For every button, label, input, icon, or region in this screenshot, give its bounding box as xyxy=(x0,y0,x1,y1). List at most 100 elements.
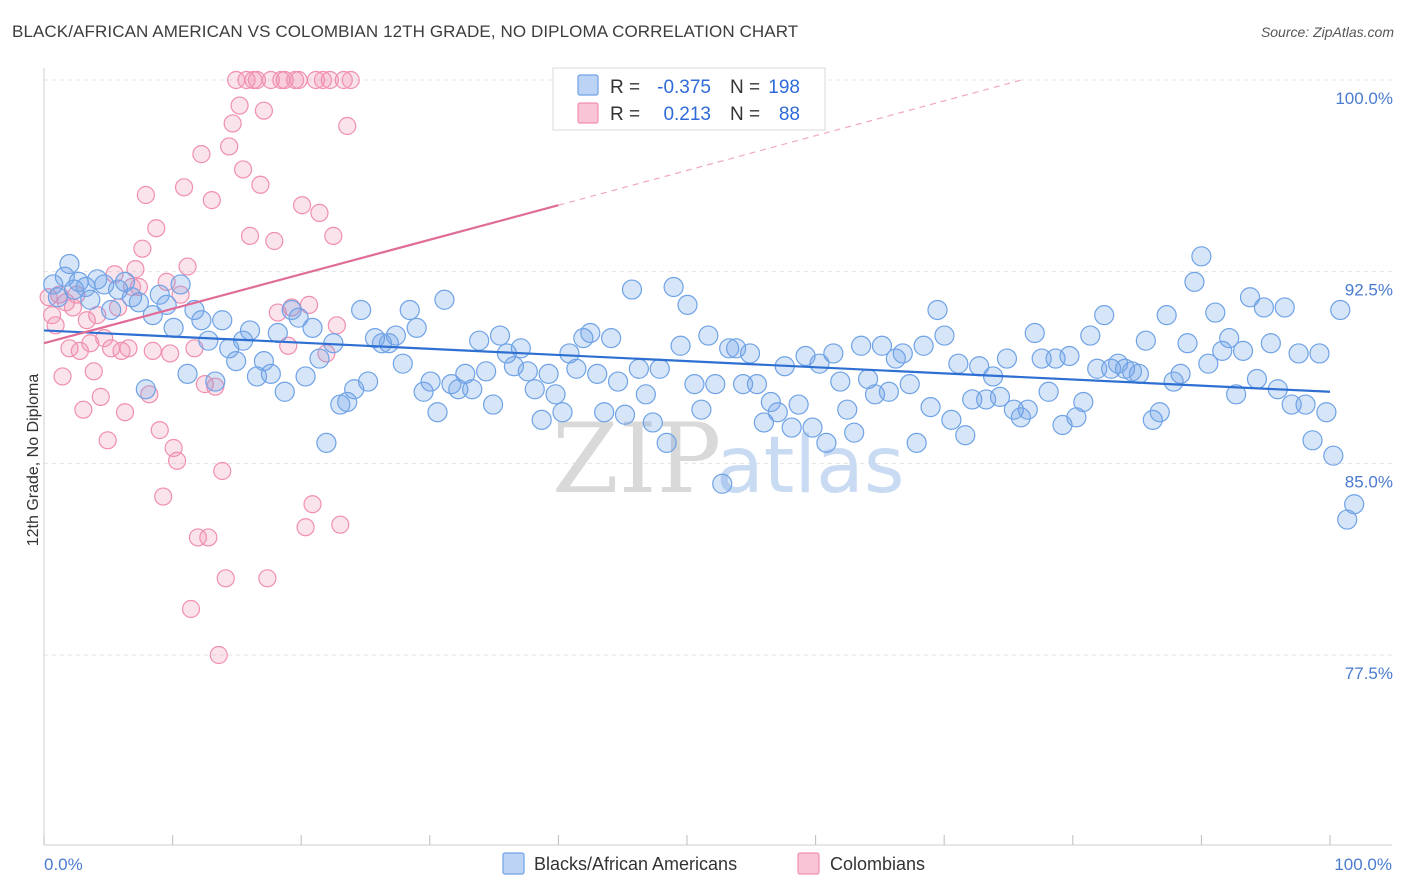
colombians-point-78 xyxy=(310,203,329,222)
blacks-point-182 xyxy=(1295,394,1316,415)
blacks-point-145 xyxy=(1038,381,1059,402)
colombians-point-12 xyxy=(81,334,100,353)
colombians-point-56 xyxy=(233,160,253,179)
blacks-point-133 xyxy=(955,425,976,446)
blacks-point-184 xyxy=(1309,343,1330,364)
colombians-point-41 xyxy=(181,599,201,619)
blacks-point-126 xyxy=(906,432,927,453)
blacks-point-121 xyxy=(871,335,893,356)
blacks-point-20 xyxy=(170,274,191,295)
blacks-point-7 xyxy=(80,289,101,310)
y-tick-label-3: 100.0% xyxy=(1335,89,1393,108)
colombians-point-81 xyxy=(320,70,339,90)
blacks-point-164 xyxy=(1170,363,1191,384)
blacks-point-19 xyxy=(163,317,184,338)
blacks-point-51 xyxy=(385,325,406,346)
blacks-point-92 xyxy=(670,335,691,356)
blacks-point-175 xyxy=(1246,368,1268,390)
blacks-point-152 xyxy=(1087,358,1108,379)
blacks-point-79 xyxy=(580,322,601,344)
blacks-point-111 xyxy=(802,417,823,438)
bottom-legend: Blacks/African Americans Colombians xyxy=(502,852,925,875)
colombians-point-13 xyxy=(84,362,103,381)
colombians-point-35 xyxy=(161,344,180,363)
colombians-trend-extension xyxy=(558,79,1022,206)
colombians-point-82 xyxy=(324,226,343,245)
blacks-point-173 xyxy=(1232,340,1254,361)
colombians-point-21 xyxy=(112,341,131,360)
blacks-point-84 xyxy=(614,404,636,425)
colombians-point-28 xyxy=(136,185,155,205)
blacks-point-70 xyxy=(517,361,538,382)
blacks-point-0 xyxy=(43,274,64,295)
blacks-point-59 xyxy=(441,374,462,395)
bottom-legend-swatch-colombians xyxy=(797,852,820,875)
blacks-point-24 xyxy=(198,330,219,351)
blacks-point-167 xyxy=(1191,246,1212,267)
colombians-point-51 xyxy=(216,569,235,588)
blacks-point-162 xyxy=(1156,305,1177,326)
blacks-point-174 xyxy=(1239,287,1261,308)
blacks-point-41 xyxy=(316,432,337,453)
legend-swatch-blacks xyxy=(577,74,599,96)
blacks-point-66 xyxy=(489,325,511,346)
x-ticks xyxy=(43,835,1331,845)
blacks-point-151 xyxy=(1080,325,1101,346)
colombians-point-32 xyxy=(150,421,169,440)
colombians-point-84 xyxy=(331,515,350,534)
blacks-point-8 xyxy=(87,269,108,290)
blacks-point-104 xyxy=(753,412,775,433)
blacks-point-75 xyxy=(552,402,573,423)
colombians-point-55 xyxy=(230,96,249,115)
legend-box: R = -0.375 N = 198 R = 0.213 N = 88 xyxy=(552,67,826,131)
blacks-point-161 xyxy=(1149,402,1170,423)
blacks-point-77 xyxy=(566,358,587,379)
blacks-point-91 xyxy=(663,276,684,298)
legend-n-label-colombians: N = xyxy=(730,104,760,125)
colombians-point-58 xyxy=(240,226,260,245)
blacks-point-127 xyxy=(913,335,934,356)
y-tick-label-1: 85.0% xyxy=(1345,472,1393,491)
blacks-point-74 xyxy=(545,384,566,405)
blacks-point-128 xyxy=(920,397,941,418)
legend-n-value-colombians: 88 xyxy=(779,104,800,125)
blacks-point-86 xyxy=(628,358,650,379)
blacks-point-53 xyxy=(399,299,420,321)
blacks-point-1 xyxy=(47,287,68,308)
blacks-point-103 xyxy=(746,374,768,395)
blacks-point-32 xyxy=(253,351,275,372)
blacks-point-81 xyxy=(594,402,615,423)
colombians-point-47 xyxy=(202,191,221,210)
colombians-point-27 xyxy=(133,239,152,258)
colombians-point-73 xyxy=(293,196,312,215)
colombians-point-17 xyxy=(98,431,117,450)
blacks-point-73 xyxy=(538,363,559,384)
y-tick-label-0: 77.5% xyxy=(1345,664,1393,683)
blacks-point-57 xyxy=(427,402,448,423)
colombians-point-64 xyxy=(261,70,280,90)
blacks-point-150 xyxy=(1073,391,1094,413)
blacks-point-35 xyxy=(274,381,295,402)
blacks-point-71 xyxy=(524,379,545,400)
blacks-point-93 xyxy=(677,294,698,315)
source-label: Source: ZipAtlas.com xyxy=(1260,24,1394,40)
blacks-point-138 xyxy=(989,386,1011,407)
colombians-point-52 xyxy=(220,137,239,156)
blacks-point-65 xyxy=(482,394,504,415)
blacks-point-118 xyxy=(851,335,872,356)
blacks-point-90 xyxy=(656,432,677,453)
colombians-point-85 xyxy=(334,70,353,90)
colombians-point-70 xyxy=(282,298,301,317)
y-tick-label-2: 92.5% xyxy=(1345,281,1393,300)
blacks-point-171 xyxy=(1219,328,1240,349)
blacks-point-124 xyxy=(892,343,913,364)
colombians-point-43 xyxy=(188,528,208,547)
colombians-point-2 xyxy=(46,316,65,335)
blacks-point-179 xyxy=(1274,297,1295,318)
colombians-point-46 xyxy=(199,528,218,547)
colombians-point-62 xyxy=(254,101,274,120)
blacks-point-26 xyxy=(212,310,233,331)
blacks-point-13 xyxy=(121,287,143,308)
trend-lines xyxy=(43,79,1331,393)
blacks-point-58 xyxy=(434,289,455,310)
